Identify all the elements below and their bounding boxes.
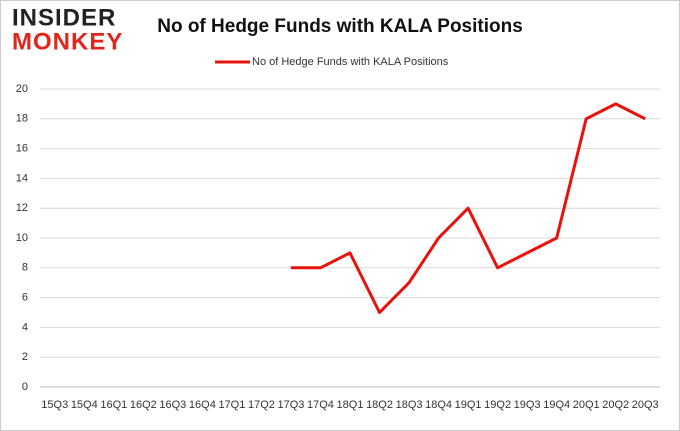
x-tick-label: 16Q1 xyxy=(100,399,127,411)
x-tick-label: 16Q2 xyxy=(130,399,157,411)
x-tick-label: 17Q2 xyxy=(248,399,275,411)
x-tick-label: 19Q2 xyxy=(484,399,511,411)
x-tick-label: 15Q3 xyxy=(41,399,68,411)
x-tick-label: 18Q2 xyxy=(366,399,393,411)
logo-bottom: MONKEY xyxy=(12,28,123,55)
y-tick-label: 4 xyxy=(22,321,28,333)
x-tick-label: 19Q4 xyxy=(543,399,570,411)
x-tick-label: 19Q1 xyxy=(455,399,482,411)
x-tick-label: 18Q4 xyxy=(425,399,452,411)
x-tick-label: 18Q3 xyxy=(396,399,423,411)
x-tick-label: 17Q1 xyxy=(218,399,245,411)
y-tick-label: 10 xyxy=(16,232,28,244)
y-tick-label: 6 xyxy=(22,292,28,304)
x-tick-label: 20Q1 xyxy=(573,399,600,411)
x-tick-label: 20Q2 xyxy=(602,399,629,411)
y-tick-label: 2 xyxy=(22,351,28,363)
x-tick-label: 16Q4 xyxy=(189,399,216,411)
logo-top: INSIDER xyxy=(12,4,116,31)
x-tick-label: 15Q4 xyxy=(71,399,98,411)
y-tick-label: 14 xyxy=(16,172,28,184)
chart-title: No of Hedge Funds with KALA Positions xyxy=(157,16,523,37)
x-tick-label: 19Q3 xyxy=(514,399,541,411)
y-tick-label: 16 xyxy=(16,143,28,155)
x-tick-label: 16Q3 xyxy=(159,399,186,411)
legend-label: No of Hedge Funds with KALA Positions xyxy=(252,56,449,68)
y-tick-label: 18 xyxy=(16,113,28,125)
y-tick-label: 20 xyxy=(16,83,28,95)
y-tick-label: 12 xyxy=(16,202,28,214)
y-tick-label: 0 xyxy=(22,381,28,393)
data-line xyxy=(290,102,646,314)
x-tick-label: 17Q3 xyxy=(277,399,304,411)
x-tick-label: 17Q4 xyxy=(307,399,334,411)
y-tick-label: 8 xyxy=(22,262,28,274)
x-tick-label: 18Q1 xyxy=(337,399,364,411)
x-tick-label: 20Q3 xyxy=(632,399,659,411)
